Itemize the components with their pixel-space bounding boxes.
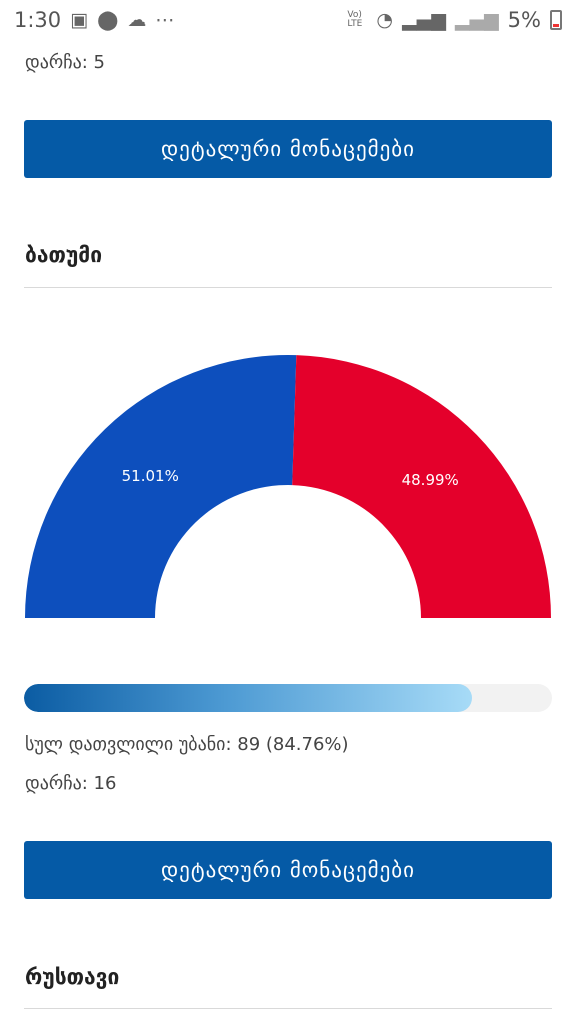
status-left: 1:30 ▣ ⬤ ☁ ⋯ bbox=[14, 8, 174, 32]
half-donut-chart: 51.01% 48.99% bbox=[25, 354, 551, 618]
status-bar: 1:30 ▣ ⬤ ☁ ⋯ Vo) LTE ◔ ▂▄▆ ▂▄▆ 5% bbox=[0, 0, 576, 40]
chart-slice-0[interactable] bbox=[25, 354, 297, 618]
status-time: 1:30 bbox=[14, 8, 62, 32]
divider bbox=[24, 287, 552, 288]
cloud-icon: ☁ bbox=[127, 9, 147, 31]
location-icon: ⬤ bbox=[97, 9, 119, 31]
section-title-rustavi: რუსთავი bbox=[25, 965, 120, 989]
chart-label-1: 48.99% bbox=[402, 471, 459, 489]
progress-fill bbox=[24, 684, 472, 712]
volte-icon: Vo) LTE bbox=[347, 10, 363, 29]
image-icon: ▣ bbox=[70, 9, 89, 31]
details-button[interactable]: დეტალური მონაცემები bbox=[24, 120, 552, 178]
counted-text: სულ დათვლილი უბანი: 89 (84.76%) bbox=[25, 734, 349, 755]
battery-icon bbox=[550, 10, 562, 30]
divider bbox=[24, 1008, 552, 1009]
signal-icon: ▂▄▆ bbox=[401, 9, 446, 31]
wifi-icon: ◔ bbox=[376, 9, 393, 31]
remaining-text: დარჩა: 16 bbox=[25, 773, 117, 794]
chart-slice-1[interactable] bbox=[292, 355, 551, 618]
battery-percent: 5% bbox=[507, 8, 541, 32]
remaining-text: დარჩა: 5 bbox=[25, 52, 105, 73]
chart-label-0: 51.01% bbox=[122, 467, 179, 485]
section-title-batumi: ბათუმი bbox=[25, 243, 103, 267]
status-right: Vo) LTE ◔ ▂▄▆ ▂▄▆ 5% bbox=[347, 8, 562, 32]
signal-icon: ▂▄▆ bbox=[454, 9, 499, 31]
progress-bar bbox=[24, 684, 552, 712]
more-icon: ⋯ bbox=[155, 9, 175, 31]
details-button[interactable]: დეტალური მონაცემები bbox=[24, 841, 552, 899]
